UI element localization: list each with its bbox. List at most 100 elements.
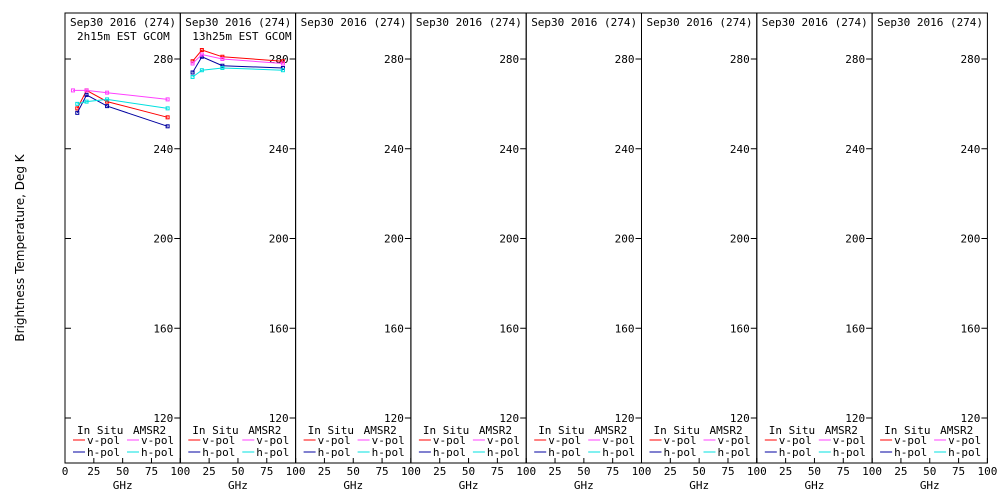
legend-group-insitu: In Situ xyxy=(77,424,123,437)
y-tick-label: 200 xyxy=(153,233,173,246)
legend-label-amsr2_v: v-pol xyxy=(602,434,635,447)
x-tick-label: 100 xyxy=(632,465,652,478)
x-tick-label: 75 xyxy=(721,465,734,478)
x-tick-label: 50 xyxy=(693,465,706,478)
x-tick-label: 25 xyxy=(779,465,792,478)
x-tick-label: 75 xyxy=(837,465,850,478)
y-tick-label: 240 xyxy=(615,143,635,156)
x-tick-label: 100 xyxy=(170,465,190,478)
x-tick-label: 25 xyxy=(318,465,331,478)
data-point-amsr2_v xyxy=(70,88,75,93)
x-tick-label: 25 xyxy=(548,465,561,478)
x-tick-label: 25 xyxy=(203,465,216,478)
data-point-insitu_h xyxy=(199,54,204,59)
data-point-insitu_v xyxy=(75,106,80,111)
legend-group-insitu: In Situ xyxy=(884,424,930,437)
legend-group-amsr2: AMSR2 xyxy=(248,424,281,437)
x-tick-label: 50 xyxy=(462,465,475,478)
legend-label-insitu_h: h-pol xyxy=(202,446,235,459)
x-tick-label: 100 xyxy=(516,465,536,478)
data-point-insitu_h xyxy=(190,70,195,75)
panel-6: Sep30 2016 (274) 120 160 200 240 280 25 50 75 100… xyxy=(641,12,767,492)
panel-8: Sep30 2016 (274) 120 160 200 240 280 25 50 75 100… xyxy=(871,12,997,492)
legend-label-insitu_h: h-pol xyxy=(548,446,581,459)
y-tick-label: 240 xyxy=(961,143,981,156)
legend-group-amsr2: AMSR2 xyxy=(364,424,397,437)
y-tick-label: 280 xyxy=(153,53,173,66)
y-tick-label: 120 xyxy=(269,412,289,425)
legend-group-insitu: In Situ xyxy=(538,424,584,437)
x-tick-label: 75 xyxy=(375,465,388,478)
data-point-insitu_h xyxy=(75,110,80,115)
legend-group-amsr2: AMSR2 xyxy=(710,424,743,437)
y-tick-label: 160 xyxy=(153,322,173,335)
y-tick-label: 280 xyxy=(730,53,750,66)
x-axis-label: GHz xyxy=(805,479,825,492)
x-tick-label: 75 xyxy=(491,465,504,478)
legend-label-insitu_v: v-pol xyxy=(548,434,581,447)
series-line-insitu_v xyxy=(192,49,283,62)
legend-group-insitu: In Situ xyxy=(308,424,354,437)
legend-group-amsr2: AMSR2 xyxy=(825,424,858,437)
y-tick-label: 160 xyxy=(615,322,635,335)
x-axis-label: GHz xyxy=(113,479,133,492)
legend-group-insitu: In Situ xyxy=(769,424,815,437)
x-axis-label: GHz xyxy=(574,479,594,492)
x-tick-label: 100 xyxy=(401,465,421,478)
panel-subtitle: 2h15m EST GCOM xyxy=(77,30,170,43)
panel-date: Sep30 2016 (274) xyxy=(301,16,407,29)
legend-group-amsr2: AMSR2 xyxy=(594,424,627,437)
legend-label-amsr2_v: v-pol xyxy=(141,434,174,447)
y-tick-label: 160 xyxy=(384,322,404,335)
legend-label-amsr2_v: v-pol xyxy=(948,434,981,447)
legend-label-amsr2_v: v-pol xyxy=(718,434,751,447)
y-tick-label: 240 xyxy=(269,143,289,156)
panel-date: Sep30 2016 (274) xyxy=(877,16,983,29)
panel-1: Sep30 2016 (274)2h15m EST GCOM 120 160 200 2… xyxy=(62,12,190,492)
data-point-insitu_v xyxy=(190,59,195,64)
legend-label-amsr2_v: v-pol xyxy=(487,434,520,447)
y-tick-label: 120 xyxy=(961,412,981,425)
data-point-amsr2_h xyxy=(165,106,170,111)
y-tick-label: 240 xyxy=(730,143,750,156)
panel-7: Sep30 2016 (274) 120 160 200 240 280 25 50 75 100… xyxy=(756,12,882,492)
y-tick-label: 280 xyxy=(615,53,635,66)
y-tick-label: 280 xyxy=(961,53,981,66)
legend-label-insitu_h: h-pol xyxy=(87,446,120,459)
y-tick-label: 280 xyxy=(384,53,404,66)
data-point-amsr2_v xyxy=(199,52,204,57)
panel-date: Sep30 2016 (274) xyxy=(416,16,522,29)
y-tick-label: 280 xyxy=(499,53,519,66)
y-tick-label: 160 xyxy=(730,322,750,335)
legend-group-amsr2: AMSR2 xyxy=(940,424,973,437)
x-tick-label: 75 xyxy=(952,465,965,478)
panel-5: Sep30 2016 (274) 120 160 200 240 280 25 50 75 100… xyxy=(525,12,652,492)
y-tick-label: 200 xyxy=(845,233,865,246)
legend-label-amsr2_h: h-pol xyxy=(948,446,981,459)
y-tick-label: 240 xyxy=(384,143,404,156)
y-tick-label: 160 xyxy=(269,322,289,335)
panel-2: Sep30 2016 (274)13h25m EST GCOM 120 160 200… xyxy=(179,12,306,492)
x-axis-label: GHz xyxy=(459,479,479,492)
panel-date: Sep30 2016 (274) xyxy=(647,16,753,29)
series-line-amsr2_h xyxy=(77,98,168,109)
data-point-insitu_h xyxy=(105,104,110,109)
legend-label-insitu_h: h-pol xyxy=(433,446,466,459)
y-tick-label: 240 xyxy=(499,143,519,156)
legend-label-amsr2_h: h-pol xyxy=(372,446,405,459)
x-axis-label: GHz xyxy=(343,479,363,492)
x-tick-label: 25 xyxy=(433,465,446,478)
legend-group-insitu: In Situ xyxy=(192,424,238,437)
data-point-insitu_h xyxy=(220,63,225,68)
panel-subtitle: 13h25m EST GCOM xyxy=(192,30,292,43)
x-tick-label: 100 xyxy=(862,465,882,478)
y-axis-label: Brightness Temperature, Deg K xyxy=(13,153,27,341)
series-line-insitu_h xyxy=(76,94,168,127)
panel-date: Sep30 2016 (274) xyxy=(531,16,637,29)
data-point-insitu_h xyxy=(280,65,285,70)
legend-label-amsr2_h: h-pol xyxy=(256,446,289,459)
panel-date: Sep30 2016 (274) xyxy=(185,16,291,29)
y-tick-label: 200 xyxy=(615,233,635,246)
x-tick-label: 100 xyxy=(977,465,997,478)
legend-label-insitu_h: h-pol xyxy=(779,446,812,459)
